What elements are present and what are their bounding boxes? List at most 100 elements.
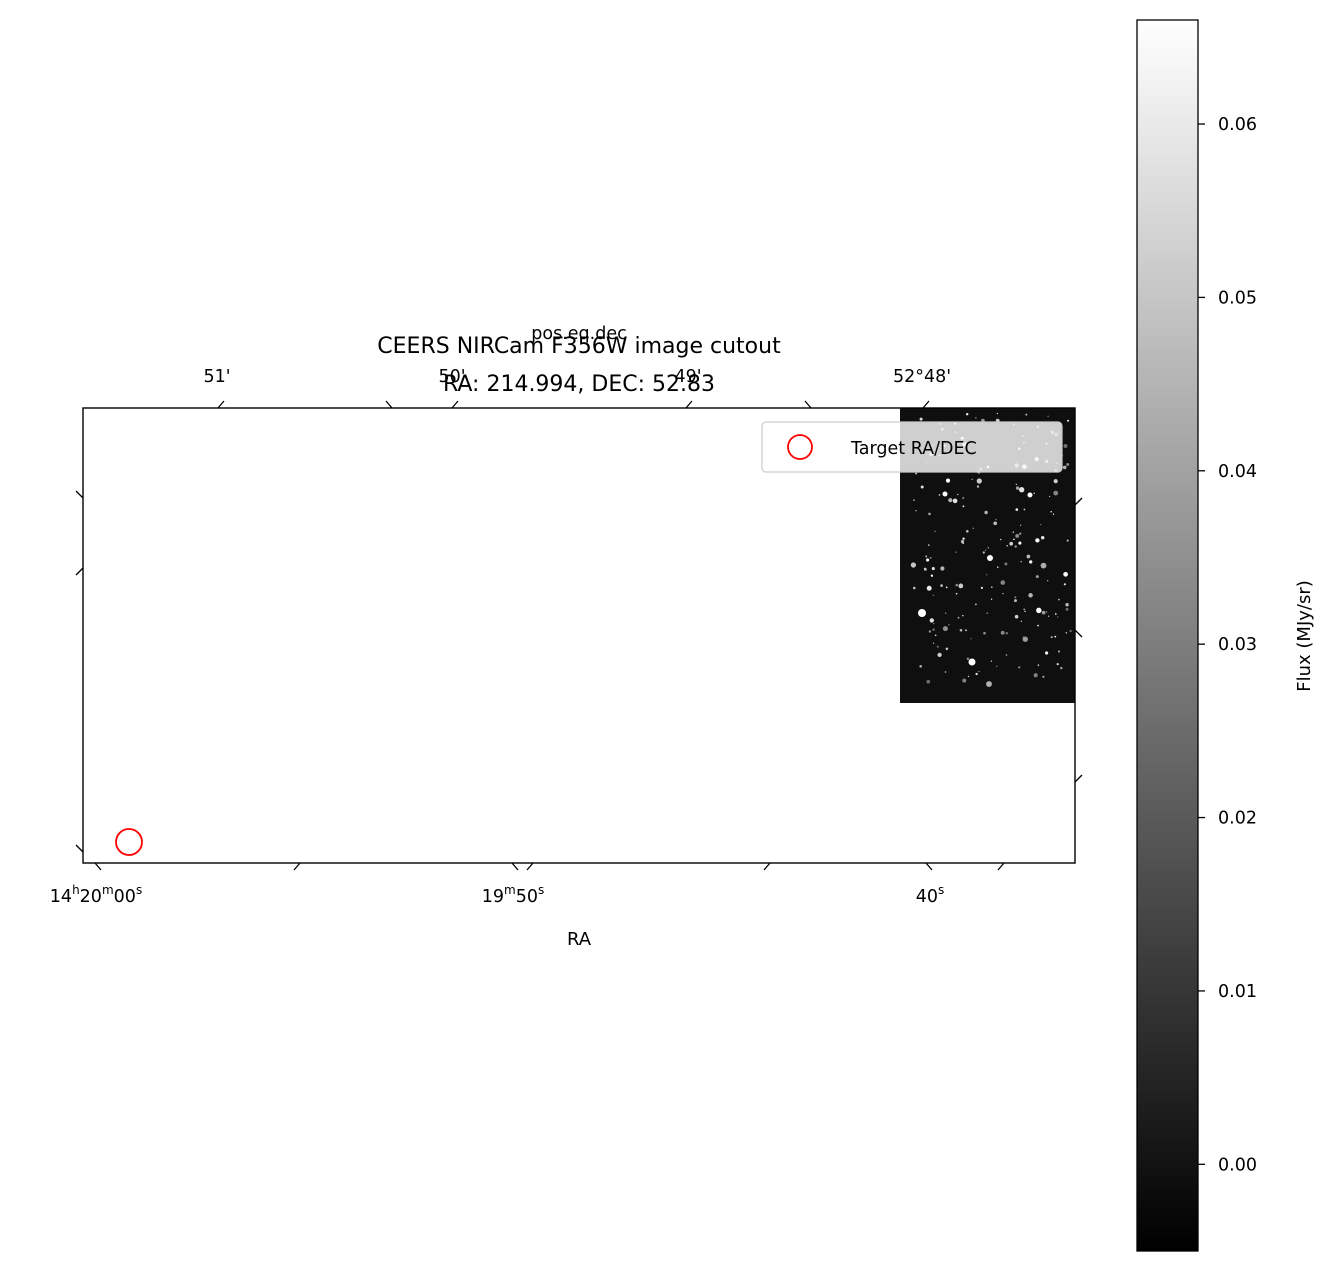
source-dot xyxy=(948,498,953,503)
source-dot xyxy=(962,614,964,617)
source-dot xyxy=(962,496,965,500)
source-dot xyxy=(945,647,949,651)
source-dot xyxy=(1018,541,1022,545)
bright-source xyxy=(942,491,948,497)
source-dot xyxy=(970,638,972,640)
source-dot xyxy=(929,618,934,623)
source-dot xyxy=(1012,531,1014,533)
source-dot xyxy=(932,642,935,644)
source-dot xyxy=(993,521,998,526)
source-dot xyxy=(957,616,960,619)
source-dot xyxy=(1040,535,1045,540)
source-dot xyxy=(1054,613,1057,615)
source-dot xyxy=(966,530,969,533)
source-dot xyxy=(980,586,984,590)
top-tick-label: 52°48' xyxy=(893,367,951,387)
bottom-tick-label: 19m50s xyxy=(482,883,545,907)
top-tick-label: 51' xyxy=(203,367,230,387)
source-dot xyxy=(913,586,916,590)
source-dot xyxy=(928,544,930,546)
legend-marker xyxy=(787,434,813,460)
source-dot xyxy=(1002,592,1004,595)
source-dot xyxy=(1045,611,1048,613)
source-dot xyxy=(1035,575,1039,579)
source-dot xyxy=(975,603,977,606)
source-dot xyxy=(1013,538,1015,541)
source-dot xyxy=(1065,602,1069,607)
source-dot xyxy=(910,562,917,568)
bottom-tick-label: 40s xyxy=(916,883,945,907)
source-dot xyxy=(1058,598,1060,601)
source-dot xyxy=(1014,545,1017,548)
source-dot xyxy=(1020,620,1022,622)
source-dot xyxy=(991,586,993,588)
source-dot xyxy=(965,412,969,416)
source-dot xyxy=(972,527,974,529)
source-dot xyxy=(962,678,967,683)
source-dot xyxy=(929,556,932,559)
source-dot xyxy=(957,493,959,496)
source-dot xyxy=(976,485,980,488)
source-dot xyxy=(933,622,935,625)
source-dot xyxy=(1052,513,1055,515)
source-dot xyxy=(958,583,964,589)
source-dot xyxy=(984,549,987,551)
source-dot xyxy=(955,592,958,595)
source-dot xyxy=(975,672,978,676)
source-dot xyxy=(1000,580,1006,585)
source-dot xyxy=(1036,607,1042,614)
source-dot xyxy=(976,478,982,484)
source-dot xyxy=(945,586,948,589)
target-marker xyxy=(115,828,143,856)
source-dot xyxy=(1028,593,1033,598)
source-dot xyxy=(1033,673,1038,678)
source-dot xyxy=(1005,654,1008,656)
chart-title: CEERS NIRCam F356W image cutout xyxy=(377,334,781,359)
bright-source xyxy=(968,658,976,666)
source-dot xyxy=(1049,495,1051,498)
colorbar-label: Flux (MJy/sr) xyxy=(1294,580,1315,692)
source-dot xyxy=(944,671,947,673)
source-dot xyxy=(915,472,918,475)
source-dot xyxy=(1047,415,1049,417)
source-dot xyxy=(1053,479,1058,484)
source-dot xyxy=(1066,463,1070,466)
source-dot xyxy=(1042,675,1045,678)
source-dot xyxy=(926,585,932,591)
source-dot xyxy=(1063,444,1068,448)
source-dot xyxy=(940,584,943,587)
colorbar-tick-label: 0.06 xyxy=(1218,115,1257,135)
colorbar-tick-label: 0.01 xyxy=(1218,982,1257,1002)
bright-source xyxy=(1027,492,1033,498)
source-dot xyxy=(1024,610,1026,613)
source-dot xyxy=(1056,662,1059,666)
source-dot xyxy=(1006,544,1009,547)
colorbar-tick-label: 0.00 xyxy=(1218,1155,1257,1175)
source-dot xyxy=(1009,541,1014,546)
source-dot xyxy=(966,657,970,660)
colorbar-tick-label: 0.04 xyxy=(1218,462,1257,482)
x-axis-label: RA xyxy=(567,929,592,950)
source-dot xyxy=(1000,630,1005,635)
source-dot xyxy=(1004,562,1008,566)
source-dot xyxy=(1022,636,1025,639)
source-dot xyxy=(940,566,945,571)
source-dot xyxy=(913,499,915,501)
source-dot xyxy=(1035,538,1040,543)
chart-subtitle: RA: 214.994, DEC: 52.83 xyxy=(443,372,715,397)
source-dot xyxy=(919,417,923,421)
source-dot xyxy=(999,538,1002,541)
source-dot xyxy=(962,505,965,508)
source-dot xyxy=(990,598,993,600)
source-dot xyxy=(945,478,951,483)
source-dot xyxy=(1066,539,1069,542)
source-dot xyxy=(936,645,939,648)
source-dot xyxy=(1019,487,1025,493)
source-dot xyxy=(923,567,927,571)
source-dot xyxy=(1050,636,1053,639)
source-dot xyxy=(955,551,957,553)
source-dot xyxy=(1037,664,1040,666)
source-dot xyxy=(955,583,958,587)
source-dot xyxy=(975,417,977,419)
